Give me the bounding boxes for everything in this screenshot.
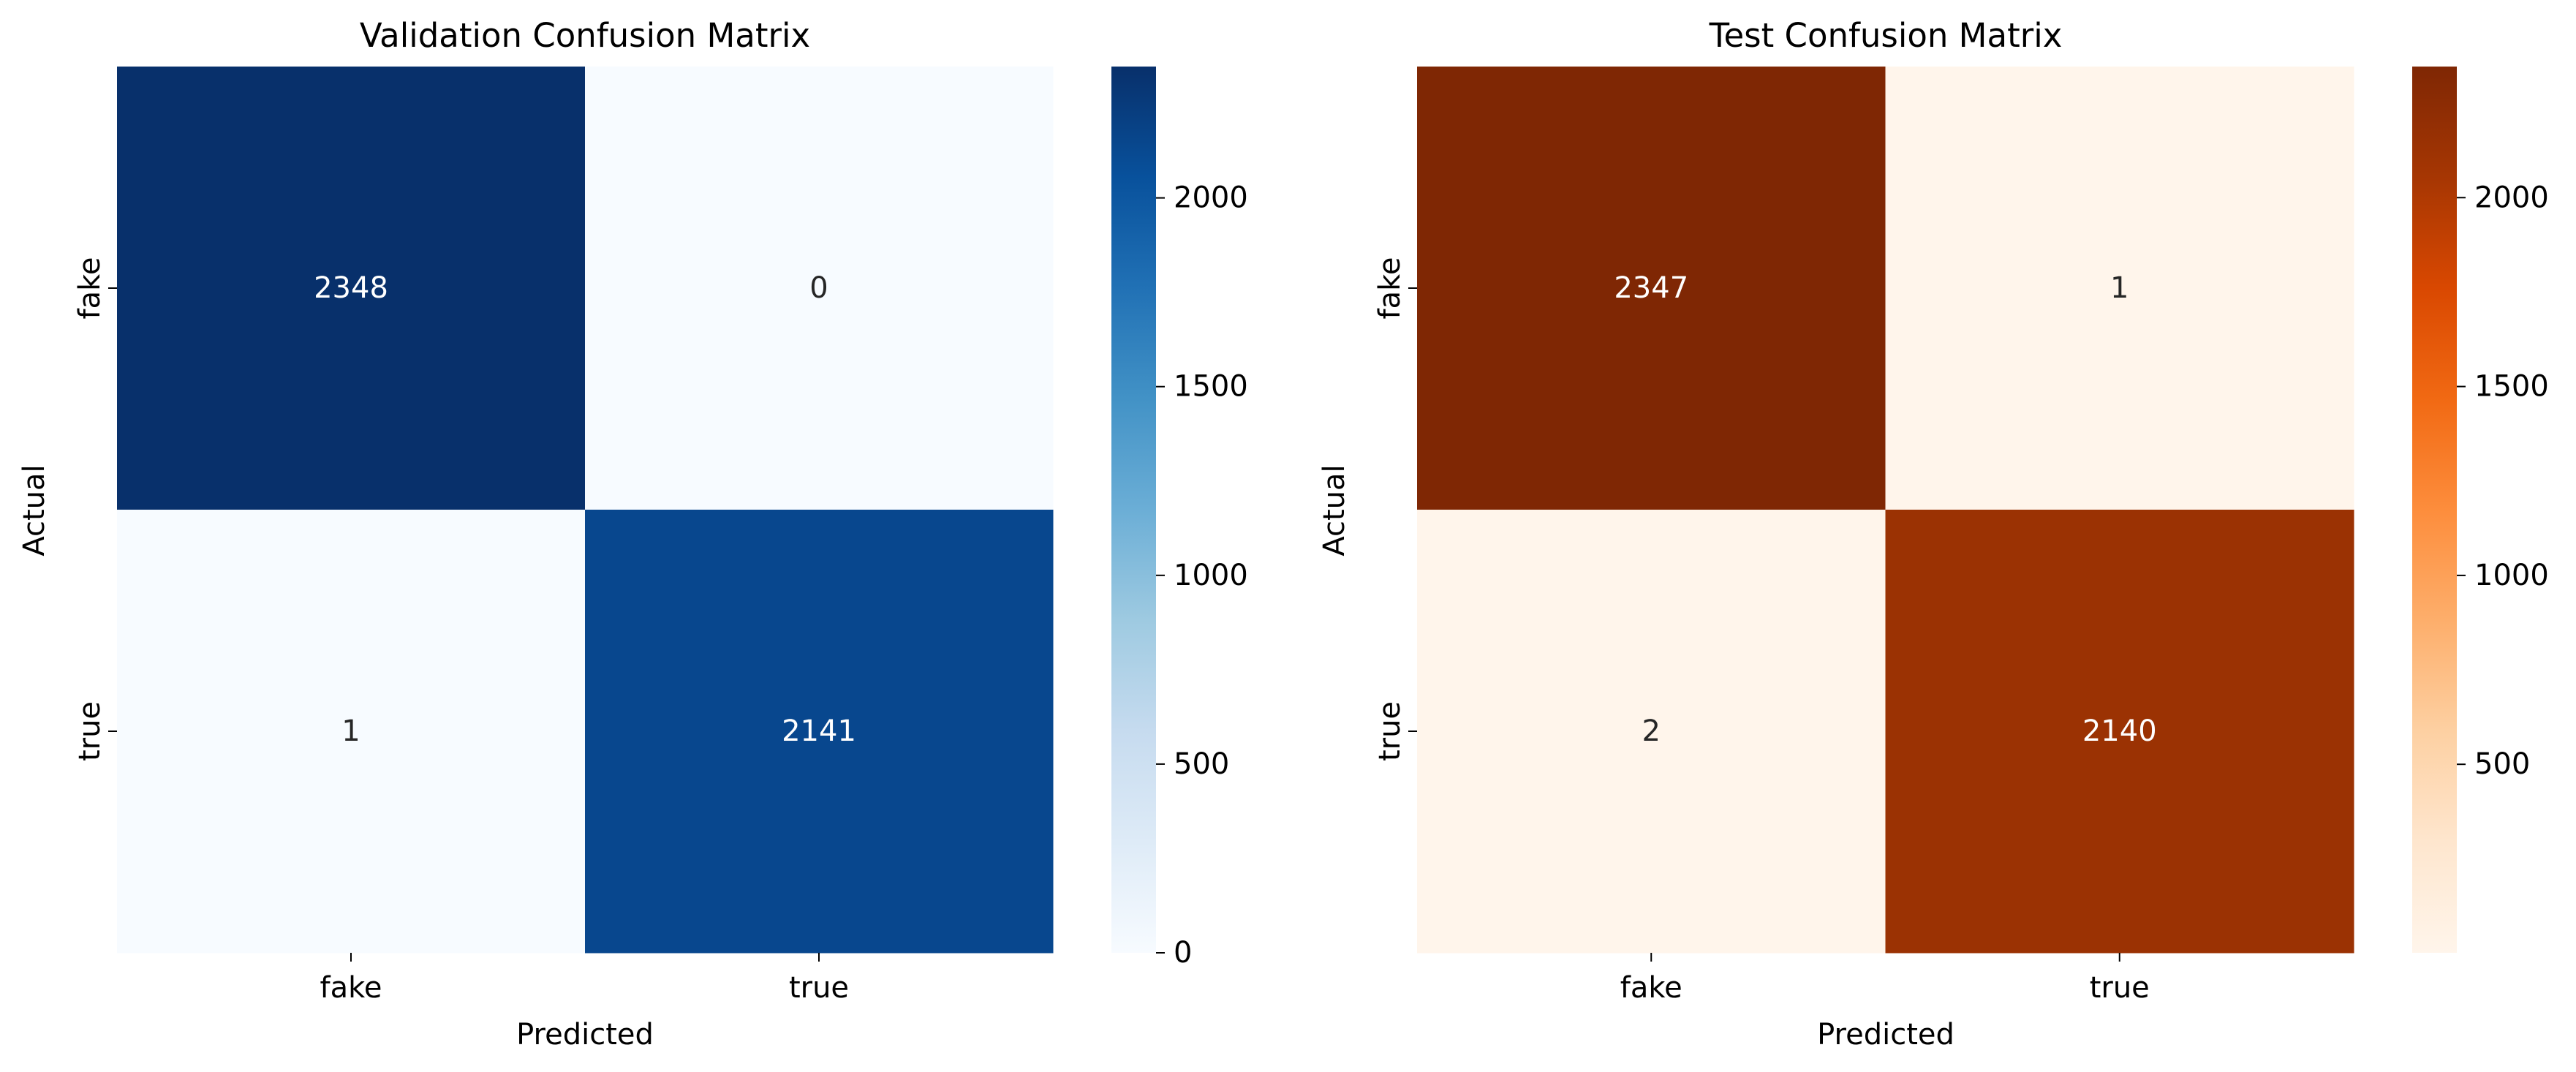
cell-value-label: 2348 bbox=[314, 271, 388, 305]
heatmap-cell bbox=[117, 510, 586, 954]
cell-value-label: 0 bbox=[809, 271, 828, 305]
x-tick-label: true bbox=[789, 971, 849, 1005]
test-confusion-matrix: Test Confusion Matrix 2347 1 2 2140 fake tru… bbox=[1318, 16, 2549, 1052]
x-tick-label: fake bbox=[320, 971, 382, 1005]
cell-value-label: 1 bbox=[2110, 271, 2129, 305]
cell-value-label: 2140 bbox=[2082, 714, 2157, 748]
colorbar-tick-label: 500 bbox=[1174, 747, 1229, 781]
colorbar-tick-label: 1500 bbox=[1174, 370, 1248, 404]
heatmap-cell bbox=[1417, 510, 1886, 954]
x-tick-label: fake bbox=[1620, 971, 1682, 1005]
colorbar bbox=[1111, 67, 1156, 953]
colorbar-tick-label: 1500 bbox=[2474, 370, 2549, 404]
heatmap-cell bbox=[1885, 67, 2354, 510]
cell-value-label: 2141 bbox=[782, 714, 856, 748]
cell-value-label: 2 bbox=[1642, 714, 1661, 748]
heatmap-cell bbox=[117, 67, 586, 510]
colorbar-tick-label: 2000 bbox=[1174, 181, 1248, 215]
x-tick-label: true bbox=[2090, 971, 2150, 1005]
x-axis-label: Predicted bbox=[516, 1018, 654, 1052]
x-axis-label: Predicted bbox=[1817, 1018, 1954, 1052]
heatmap-cell bbox=[1885, 510, 2354, 954]
y-tick-label: fake bbox=[73, 257, 107, 320]
chart-title: Test Confusion Matrix bbox=[1709, 16, 2063, 55]
colorbar-tick-label: 2000 bbox=[2474, 181, 2549, 214]
y-axis-label: Actual bbox=[18, 464, 51, 556]
y-axis-label: Actual bbox=[1318, 464, 1351, 556]
y-tick-label: true bbox=[1373, 701, 1407, 761]
y-tick-label: fake bbox=[1373, 257, 1407, 320]
validation-confusion-matrix: Validation Confusion Matrix 2348 0 1 2141 f… bbox=[18, 16, 1248, 1052]
cell-value-label: 1 bbox=[341, 714, 360, 748]
colorbar-tick-label: 1000 bbox=[2474, 559, 2549, 592]
heatmap-cell bbox=[585, 67, 1054, 510]
y-tick-label: true bbox=[73, 701, 107, 761]
chart-title: Validation Confusion Matrix bbox=[360, 16, 810, 55]
cell-value-label: 2347 bbox=[1614, 271, 1688, 305]
colorbar-tick-label: 500 bbox=[2474, 747, 2530, 781]
colorbar-tick-label: 0 bbox=[1174, 936, 1192, 970]
colorbar bbox=[2412, 67, 2457, 953]
heatmap-cell bbox=[1417, 67, 1886, 510]
colorbar-tick-label: 1000 bbox=[1174, 559, 1248, 592]
heatmap-cell bbox=[585, 510, 1054, 954]
